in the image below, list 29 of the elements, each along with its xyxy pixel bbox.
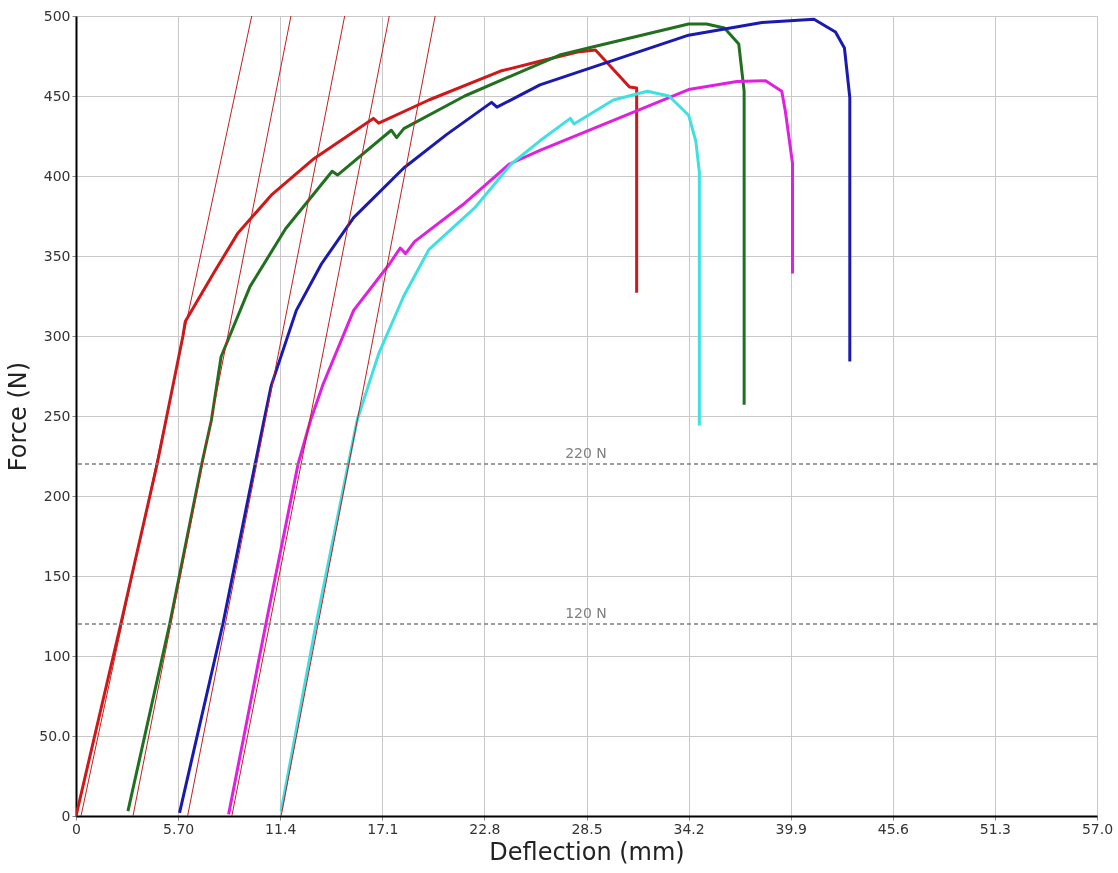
x-tick-label: 51.3 xyxy=(979,820,1011,837)
y-tick-label: 300 xyxy=(43,327,71,344)
x-tick-label: 28.5 xyxy=(571,820,603,837)
y-tick-label: 250 xyxy=(43,407,71,424)
x-tick-label: 17.1 xyxy=(367,820,399,837)
line-series xyxy=(126,22,746,813)
y-axis-title: Force (N) xyxy=(4,361,33,472)
y-tick-label: 50.0 xyxy=(39,727,71,744)
x-tick-label: 34.2 xyxy=(673,820,705,837)
y-tick-label: 400 xyxy=(43,167,71,184)
line-series xyxy=(227,79,794,816)
ref-line-label: 220 N xyxy=(565,445,607,461)
y-tick-label: 200 xyxy=(43,487,71,504)
line-series xyxy=(279,89,701,813)
x-tick-label: 11.4 xyxy=(265,820,297,837)
x-tick-label: 39.9 xyxy=(775,820,807,837)
x-tick-label: 5.70 xyxy=(163,820,195,837)
ref-line-label: 120 N xyxy=(565,605,607,621)
x-tick-label: 45.6 xyxy=(877,820,909,837)
x-tick-label: 57.0 xyxy=(1081,820,1114,837)
x-axis-title: Deflection (mm) xyxy=(489,837,685,866)
y-tick-label: 150 xyxy=(43,567,71,584)
x-tick-label: 22.8 xyxy=(469,820,501,837)
y-tick-label: 100 xyxy=(43,647,71,664)
line-series xyxy=(178,17,852,815)
y-tick-label: 0 xyxy=(61,807,71,824)
y-tick-label: 450 xyxy=(43,87,71,104)
y-tick-label: 350 xyxy=(43,247,71,264)
y-tick-label: 500 xyxy=(43,7,71,24)
